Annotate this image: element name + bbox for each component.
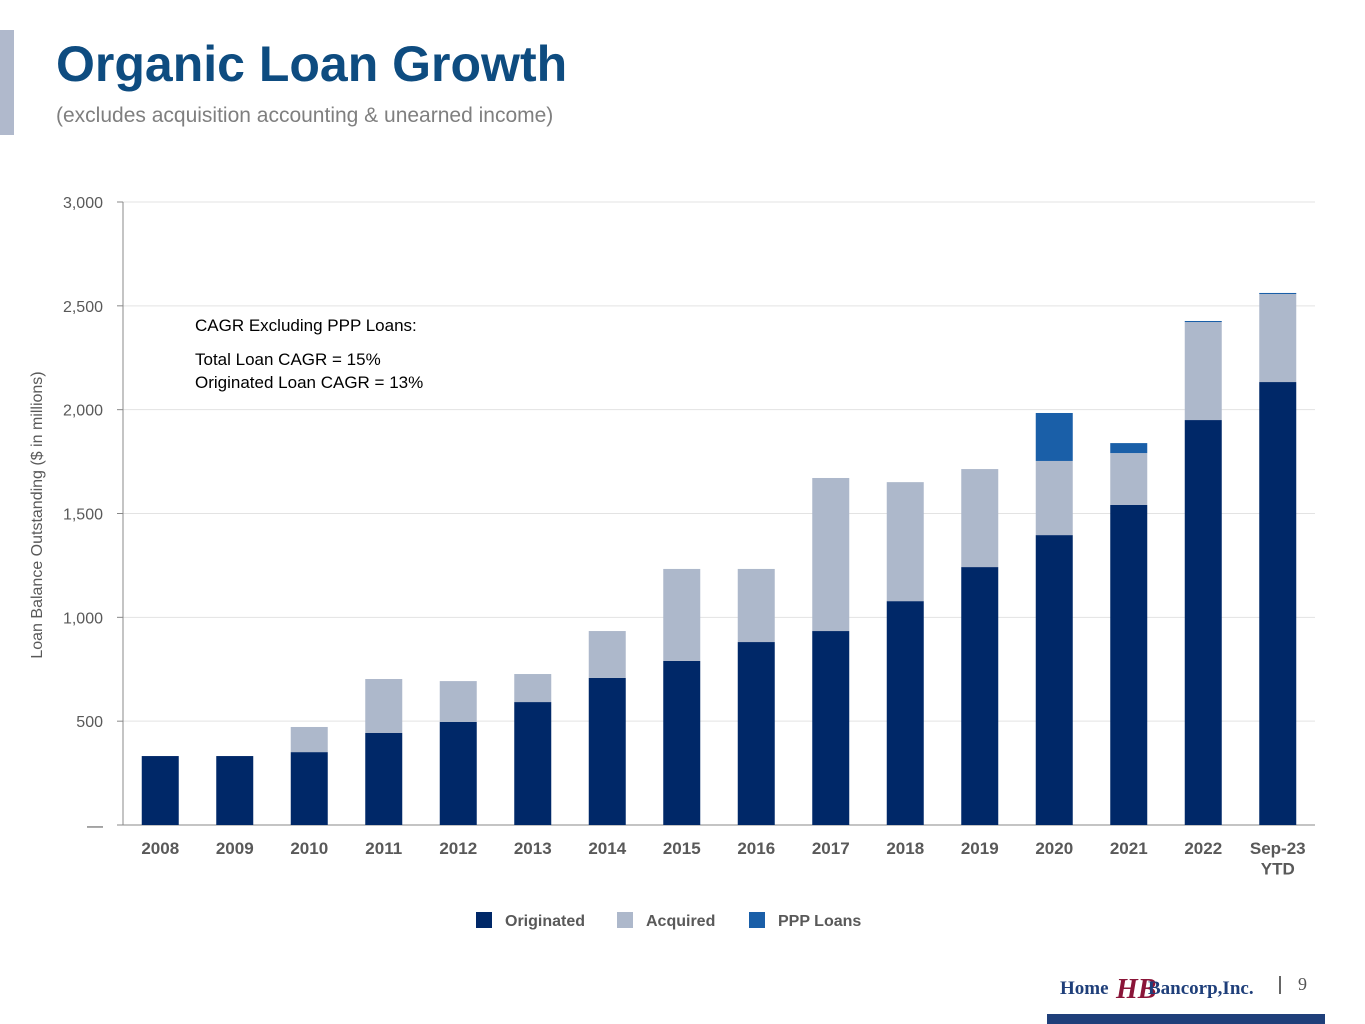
bar-segment	[961, 567, 999, 825]
bar-segment	[737, 568, 775, 643]
bar-segment	[1110, 504, 1148, 825]
x-tick-label: Sep-23 YTD	[1250, 839, 1306, 878]
logo-mark: HB	[1115, 974, 1156, 1005]
page-number: 9	[1298, 974, 1307, 994]
bar-segment	[588, 677, 626, 825]
bar-segment	[290, 752, 328, 825]
y-tick-label: 500	[76, 714, 103, 731]
bar-segment	[663, 660, 701, 825]
bar-segment	[365, 679, 403, 734]
x-tick-label: 2011	[365, 839, 402, 858]
y-tick-label: 2,000	[63, 403, 103, 420]
bar-segment	[737, 642, 775, 825]
x-tick-label: 2009	[216, 839, 254, 858]
bar-segment	[1184, 322, 1222, 421]
logo-text: Home	[1060, 978, 1109, 999]
x-tick-label: 2021	[1110, 839, 1148, 858]
y-tick-label: 1,000	[63, 610, 103, 627]
bar-segment	[439, 681, 477, 722]
bar-segment	[290, 726, 328, 753]
bar-segment	[886, 601, 924, 825]
bar-segment	[141, 756, 179, 825]
title: Organic Loan Growth	[56, 36, 567, 92]
legend-swatch	[617, 912, 633, 928]
bar-segment	[961, 469, 999, 568]
legend-swatch	[749, 912, 765, 928]
x-tick-label: 2012	[439, 839, 477, 858]
accent-bar	[0, 30, 14, 135]
legend-label: Acquired	[646, 913, 715, 930]
y-tick-label: 2,500	[63, 299, 103, 316]
bar-segment	[514, 702, 552, 825]
x-tick-label: 2016	[737, 839, 775, 858]
bar-segment	[1035, 535, 1073, 825]
x-tick-label: 2022	[1184, 839, 1222, 858]
x-tick-label: 2019	[961, 839, 999, 858]
bar-segment	[1110, 443, 1148, 454]
bar-segment	[365, 733, 403, 825]
bar-segment	[588, 631, 626, 678]
legend-swatch	[476, 912, 492, 928]
bar-segment	[663, 568, 701, 661]
subtitle: (excludes acquisition accounting & unear…	[56, 104, 553, 127]
x-tick-label: 2008	[141, 839, 179, 858]
x-tick-label: 2017	[812, 839, 850, 858]
logo-text: Bancorp,Inc.	[1148, 978, 1254, 999]
y-axis-label: Loan Balance Outstanding ($ in millions)	[29, 371, 46, 658]
annotation: Originated Loan CAGR = 13%	[195, 373, 423, 392]
bar-segment	[1110, 453, 1148, 505]
bar-segment	[886, 482, 924, 602]
footer-bar	[1047, 1014, 1325, 1024]
bar-segment	[439, 721, 477, 825]
bar-segment	[812, 477, 850, 632]
x-tick-label: 2015	[663, 839, 701, 858]
y-tick-label: 3,000	[63, 195, 103, 212]
legend-label: Originated	[505, 913, 585, 930]
y-tick-label: 1,500	[63, 507, 103, 524]
legend-label: PPP Loans	[778, 913, 861, 930]
bar-segment	[216, 756, 254, 825]
x-tick-label: 2018	[886, 839, 924, 858]
bar-segment	[1035, 412, 1073, 461]
annotation: CAGR Excluding PPP Loans:	[195, 316, 417, 335]
bar-segment	[514, 674, 552, 703]
bar-segment	[1035, 460, 1073, 536]
x-tick-label: 2014	[588, 839, 626, 858]
x-tick-label: 2020	[1035, 839, 1073, 858]
x-tick-label: 2010	[290, 839, 328, 858]
x-tick-label: 2013	[514, 839, 552, 858]
bar-segment	[1184, 420, 1222, 825]
bar-segment	[1184, 320, 1222, 323]
annotation: Total Loan CAGR = 15%	[195, 350, 381, 369]
y-tick-label: —	[87, 818, 103, 835]
bar-segment	[1259, 382, 1297, 825]
bar-segment	[1259, 292, 1297, 294]
bar-segment	[812, 631, 850, 825]
bar-segment	[1259, 293, 1297, 383]
